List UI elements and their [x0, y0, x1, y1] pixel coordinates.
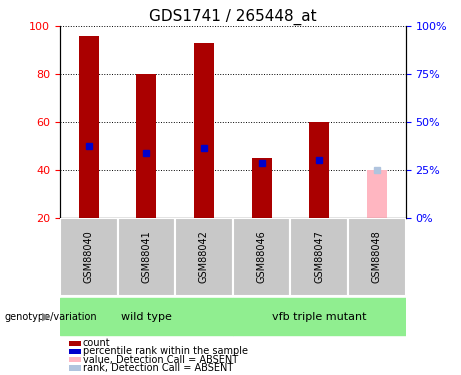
- Text: wild type: wild type: [121, 312, 172, 322]
- Bar: [118, 217, 175, 296]
- Text: percentile rank within the sample: percentile rank within the sample: [83, 346, 248, 356]
- Bar: [348, 217, 406, 296]
- Text: genotype/variation: genotype/variation: [5, 312, 97, 322]
- Title: GDS1741 / 265448_at: GDS1741 / 265448_at: [149, 9, 317, 25]
- Bar: [136, 74, 156, 217]
- Text: count: count: [83, 338, 111, 348]
- Bar: [175, 217, 233, 296]
- Text: value, Detection Call = ABSENT: value, Detection Call = ABSENT: [83, 355, 238, 364]
- Text: rank, Detection Call = ABSENT: rank, Detection Call = ABSENT: [83, 363, 233, 373]
- Text: vfb triple mutant: vfb triple mutant: [272, 312, 366, 322]
- Bar: [60, 298, 233, 335]
- Bar: [60, 217, 118, 296]
- Bar: [290, 217, 348, 296]
- Text: GSM88041: GSM88041: [142, 231, 151, 283]
- Bar: [233, 217, 290, 296]
- Bar: [194, 43, 214, 218]
- Text: GSM88048: GSM88048: [372, 231, 382, 283]
- Bar: [252, 158, 272, 218]
- Text: GSM88047: GSM88047: [314, 230, 324, 284]
- Text: ▶: ▶: [42, 312, 51, 322]
- Bar: [309, 122, 329, 218]
- Bar: [367, 170, 387, 217]
- Text: GSM88042: GSM88042: [199, 230, 209, 284]
- Bar: [79, 36, 99, 218]
- Text: GSM88040: GSM88040: [84, 231, 94, 283]
- Text: GSM88046: GSM88046: [257, 231, 266, 283]
- Bar: [233, 298, 406, 335]
